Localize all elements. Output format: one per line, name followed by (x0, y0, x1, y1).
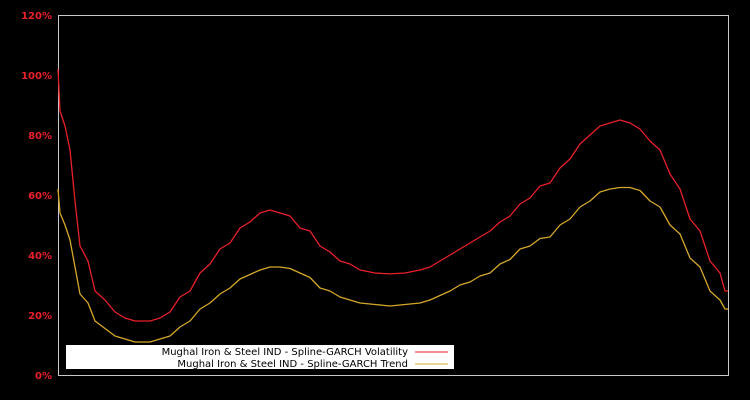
series-group (57, 68, 728, 343)
legend-box (66, 345, 454, 369)
volatility-line (57, 68, 728, 322)
y-tick-label: 100% (21, 71, 52, 82)
legend-label-trend: Mughal Iron & Steel IND - Spline-GARCH T… (177, 359, 408, 370)
y-tick-label: 80% (28, 131, 52, 142)
trend-line (57, 186, 728, 343)
y-tick-label: 120% (21, 11, 52, 22)
y-axis-ticks: 0% 20% 40% 60% 80% 100% 120% (21, 11, 52, 382)
legend: Mughal Iron & Steel IND - Spline-GARCH V… (66, 345, 454, 370)
y-tick-label: 60% (28, 191, 52, 202)
y-tick-label: 0% (35, 371, 52, 382)
legend-label-volatility: Mughal Iron & Steel IND - Spline-GARCH V… (162, 347, 409, 358)
y-tick-label: 20% (28, 311, 52, 322)
y-tick-label: 40% (28, 251, 52, 262)
